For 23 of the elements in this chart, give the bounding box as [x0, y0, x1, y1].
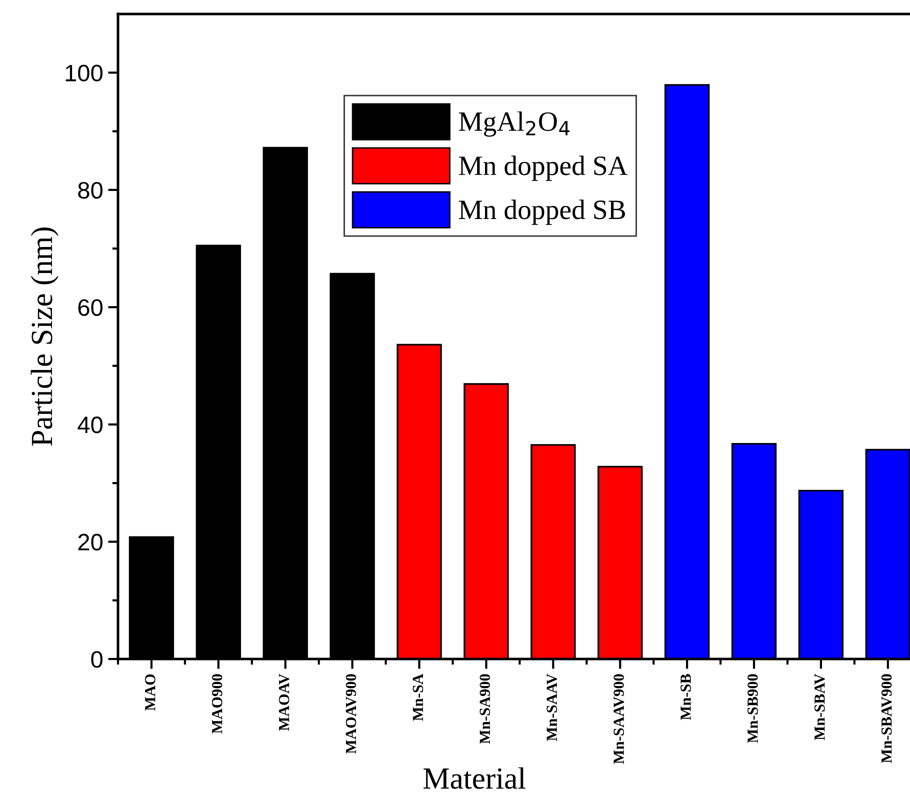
y-tick-label: 0 — [91, 651, 102, 668]
x-tick-label: Mn-SA — [412, 674, 424, 721]
y-tick-label: 60 — [78, 299, 102, 316]
y-tick-label: 100 — [66, 64, 102, 82]
x-tick-label: Mn-SAAV900 — [614, 674, 624, 764]
y-axis-title: Particle Size (nm) — [30, 228, 58, 446]
x-tick-label: MAO900 — [212, 674, 222, 734]
y-tick-label: 20 — [78, 534, 102, 551]
y-tick-label: 40 — [78, 416, 102, 434]
x-tick-label: MAOAV900 — [346, 674, 356, 754]
x-tick-label: MAO — [145, 674, 156, 711]
legend-label: Mn dopped SA — [458, 156, 628, 181]
x-tick-label: Mn-SB900 — [748, 674, 758, 743]
x-tick-label: Mn-SB — [680, 674, 691, 720]
x-tick-label: Mn-SBAV — [814, 674, 825, 740]
x-tick-label: Mn-SBAV900 — [881, 674, 892, 764]
x-tick-label: Mn-SAAV — [546, 674, 558, 741]
y-tick-label: 80 — [78, 182, 102, 199]
x-tick-label: Mn-SA900 — [480, 674, 490, 744]
legend-label: MgAl$_{2}$O$_{4}$ — [458, 111, 570, 137]
x-axis-title: Material — [424, 767, 526, 789]
x-tick-label: MAOAV — [278, 674, 290, 731]
legend-label: Mn dopped SB — [458, 200, 626, 225]
